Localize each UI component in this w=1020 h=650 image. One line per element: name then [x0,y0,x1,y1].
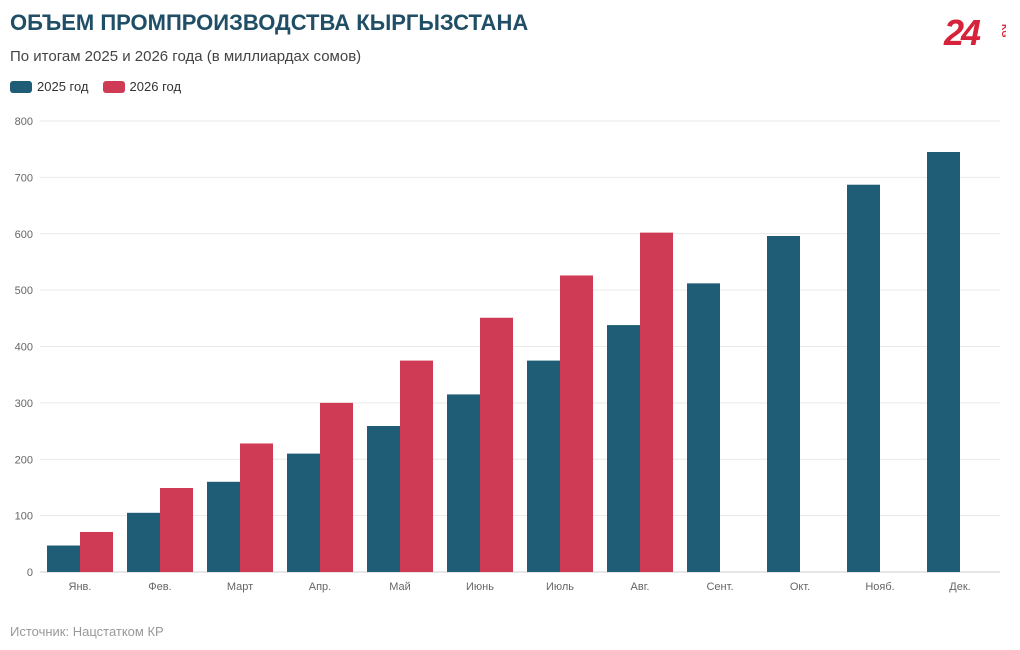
bar-2025-6 [447,394,480,572]
x-tick-label: Авг. [631,581,650,593]
logo-24kg: 24 KG [943,12,1006,52]
bar-2026-1 [80,531,113,572]
y-tick-label: 500 [15,285,33,297]
x-tick-label: Июль [546,581,574,593]
y-tick-label: 0 [27,567,33,579]
x-tick-label: Апр. [309,581,331,593]
x-tick-label: Окт. [790,581,810,593]
svg-text:KG: KG [1000,24,1006,38]
x-tick-label: Янв. [69,581,92,593]
y-tick-label: 700 [15,172,33,184]
bar-2025-12 [927,152,960,572]
bar-2026-4 [320,402,353,572]
bar-2026-5 [400,360,433,572]
legend: 2025 год 2026 год [10,79,195,94]
y-tick-label: 600 [15,229,33,241]
x-tick-label: Март [227,581,253,593]
svg-text:24: 24 [943,12,981,52]
y-tick-label: 800 [15,116,33,128]
bar-2025-8 [607,325,640,572]
bar-chart: 0 100 200 300 400 500 600 700 800 Янв. Фев. Март Апр… [15,116,1000,593]
x-tick-label: Сент. [706,581,733,593]
bar-2026-7 [560,275,593,572]
x-tick-label: Нояб. [865,581,894,593]
legend-swatch-2025 [10,80,32,93]
x-tick-label: Дек. [949,581,970,593]
bar-2025-10 [767,236,800,572]
chart-subtitle: По итогам 2025 и 2026 года (в миллиардах… [10,48,362,65]
bar-2025-9 [687,283,720,572]
chart-title: ОБЪЕМ ПРОМПРОИЗВОДСТВА КЫРГЫЗСТАНА [10,10,529,35]
legend-item-2025: 2025 год [10,79,89,94]
bar-2026-8 [640,232,673,572]
y-tick-label: 400 [15,342,33,354]
x-tick-label: Июнь [466,581,494,593]
bar-2026-3 [240,443,273,572]
y-tick-label: 200 [15,454,33,466]
bar-2025-11 [847,184,880,573]
bar-2025-5 [367,425,400,572]
source-note: Источник: Нацстатком КР [10,624,164,639]
y-tick-label: 100 [15,511,33,523]
bar-2025-3 [207,481,240,572]
bar-2026-2 [160,488,193,572]
x-tick-label: Фев. [148,581,171,593]
legend-item-2026: 2026 год [102,79,182,94]
y-tick-label: 300 [15,398,33,410]
x-tick-label: Май [389,581,411,593]
legend-label-2025: 2025 год [37,79,89,94]
legend-swatch-2026 [102,80,125,93]
bar-2025-7 [527,360,560,572]
legend-label-2026: 2026 год [129,79,182,94]
grid-layer [40,120,1000,573]
label-layer: 0 100 200 300 400 500 600 700 800 Янв. Фев. Март Апр… [15,116,971,593]
bar-layer [47,152,960,573]
bar-2025-4 [287,453,320,572]
bar-2025-1 [47,545,80,572]
bar-2026-6 [480,317,513,572]
bar-2025-2 [127,512,160,572]
